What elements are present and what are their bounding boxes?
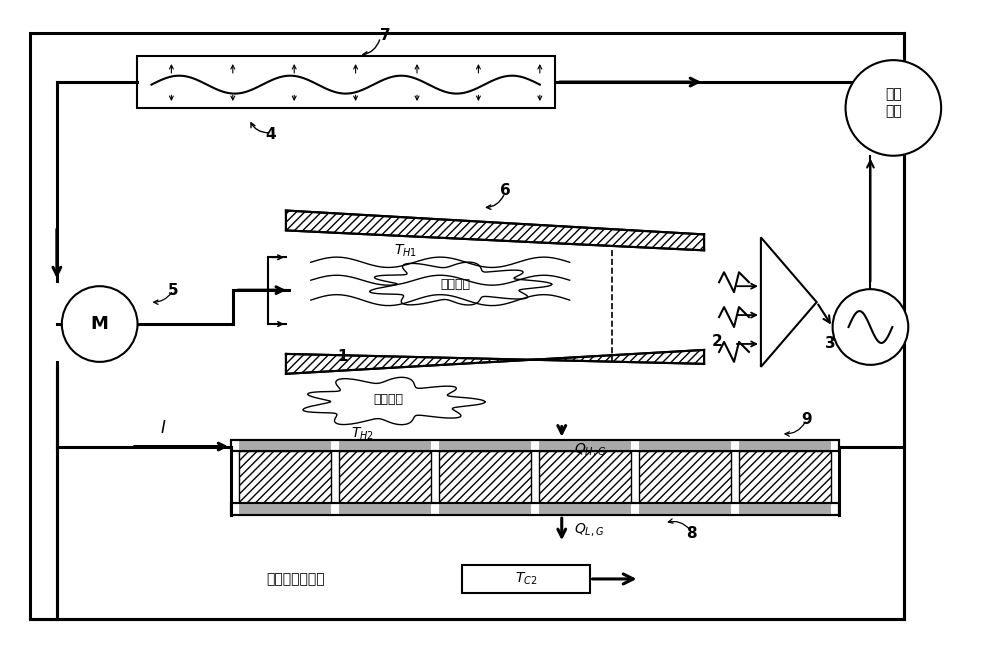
- Text: 6: 6: [500, 183, 510, 198]
- Text: 8: 8: [686, 526, 697, 541]
- Bar: [239, 451, 331, 503]
- Bar: [739, 503, 831, 515]
- Circle shape: [62, 286, 138, 362]
- Text: $T_{C2}$: $T_{C2}$: [515, 571, 537, 587]
- Bar: [539, 440, 631, 451]
- Text: 3: 3: [825, 336, 836, 352]
- Bar: [739, 440, 831, 451]
- Polygon shape: [761, 238, 817, 367]
- Bar: [231, 503, 839, 515]
- Text: 9: 9: [801, 412, 812, 427]
- Circle shape: [833, 289, 908, 365]
- Bar: [439, 451, 531, 503]
- Text: $I$: $I$: [160, 418, 167, 436]
- Bar: [639, 440, 731, 451]
- Text: 4: 4: [266, 127, 276, 142]
- Bar: [30, 33, 904, 619]
- Bar: [231, 440, 839, 451]
- Text: 储存
电能: 储存 电能: [885, 87, 902, 118]
- Bar: [439, 503, 531, 515]
- Bar: [639, 503, 731, 515]
- Text: 高温燃气: 高温燃气: [373, 393, 403, 406]
- Bar: [739, 451, 831, 503]
- Text: $T_{H1}$: $T_{H1}$: [394, 242, 417, 259]
- Bar: [137, 56, 555, 108]
- Text: 5: 5: [168, 283, 179, 298]
- Text: $T_{H2}$: $T_{H2}$: [351, 426, 374, 442]
- Bar: [339, 440, 431, 451]
- Polygon shape: [286, 350, 704, 374]
- Text: 高温燃气: 高温燃气: [440, 277, 470, 291]
- Circle shape: [846, 60, 941, 156]
- Bar: [231, 440, 839, 451]
- Polygon shape: [286, 211, 704, 250]
- Text: 1: 1: [337, 350, 348, 364]
- Text: $Q_{H,G}$: $Q_{H,G}$: [574, 441, 606, 458]
- Bar: [439, 440, 531, 451]
- Bar: [339, 503, 431, 515]
- Text: M: M: [91, 315, 109, 333]
- Bar: [231, 503, 839, 515]
- Bar: [539, 503, 631, 515]
- Bar: [639, 451, 731, 503]
- Bar: [239, 440, 331, 451]
- Bar: [239, 503, 331, 515]
- Text: $Q_{L,G}$: $Q_{L,G}$: [574, 521, 604, 538]
- Text: 外涵道空气来流: 外涵道空气来流: [267, 572, 325, 586]
- Text: 2: 2: [712, 334, 722, 350]
- Bar: [539, 451, 631, 503]
- Text: 7: 7: [380, 28, 391, 43]
- Bar: [462, 565, 590, 593]
- Bar: [339, 451, 431, 503]
